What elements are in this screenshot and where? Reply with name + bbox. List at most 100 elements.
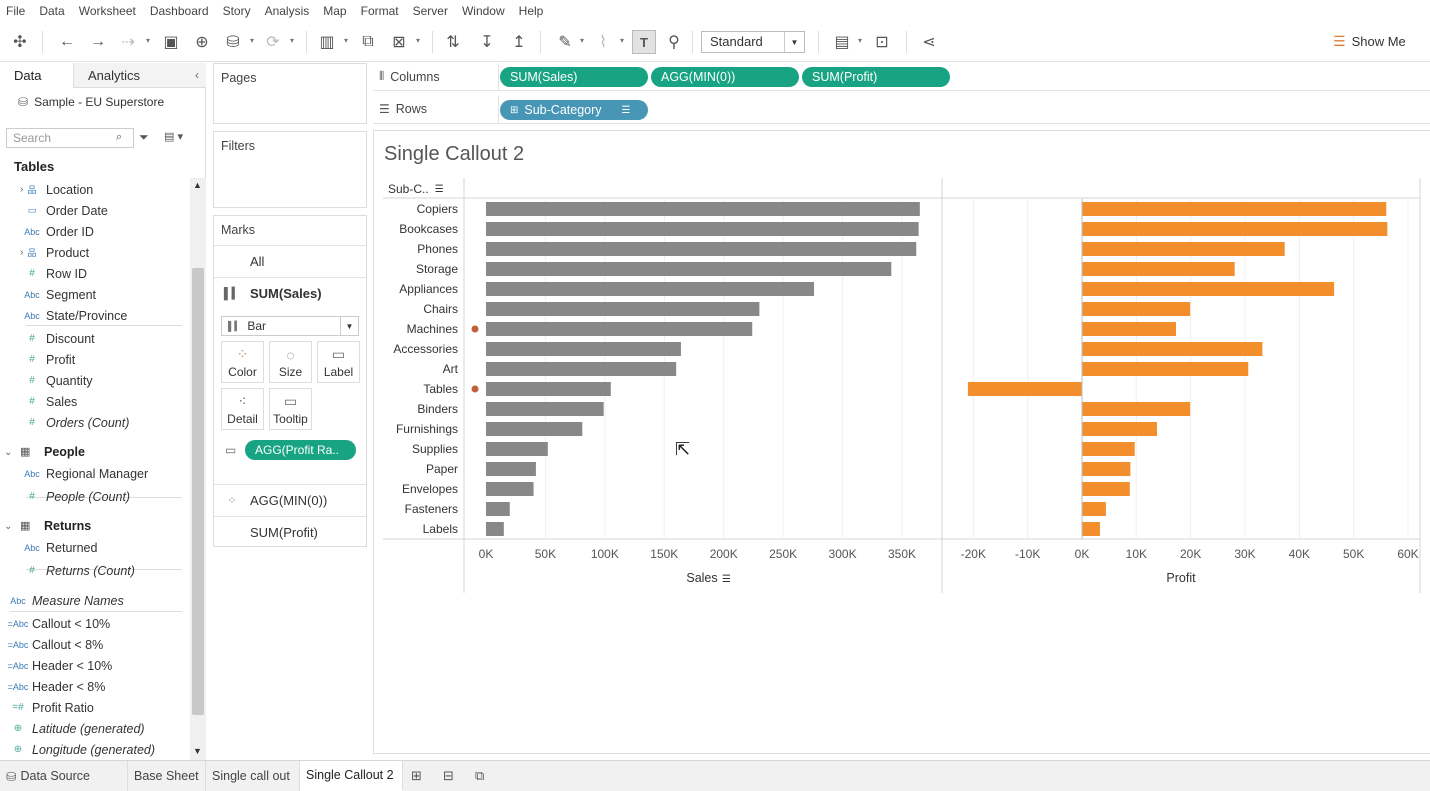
new-datasource-icon[interactable]: ⊕ bbox=[195, 34, 209, 51]
menu-item-format[interactable]: Format bbox=[360, 4, 399, 18]
field-item[interactable]: # People (Count) bbox=[0, 486, 182, 507]
columns-pill-profit[interactable]: SUM(Profit) bbox=[802, 67, 950, 87]
menu-item-help[interactable]: Help bbox=[518, 4, 544, 18]
save-icon[interactable]: ▣ bbox=[163, 34, 179, 51]
columns-pill-sales[interactable]: SUM(Sales) bbox=[500, 67, 648, 87]
field-item[interactable]: ⊕ Latitude (generated) bbox=[0, 718, 182, 739]
rows-pill-subcategory[interactable]: ⊞ Sub-Category ☰ bbox=[500, 100, 648, 120]
field-item[interactable]: =Abc Callout < 8% bbox=[0, 634, 182, 655]
show-me-button[interactable]: ☰ Show Me bbox=[1333, 33, 1406, 50]
menu-item-window[interactable]: Window bbox=[461, 4, 505, 18]
menu-item-server[interactable]: Server bbox=[412, 4, 448, 18]
clear-sheet-icon[interactable]: ⊠ bbox=[392, 34, 406, 51]
mark-type-select[interactable]: ▌▍ Bar ▼ bbox=[221, 316, 359, 336]
field-item[interactable]: Abc Returned bbox=[0, 537, 182, 558]
field-item[interactable]: Abc Segment bbox=[0, 284, 182, 305]
menu-item-worksheet[interactable]: Worksheet bbox=[78, 4, 136, 18]
marks-sales-row[interactable]: ▌▍ SUM(Sales) bbox=[214, 277, 366, 309]
field-item[interactable]: Abc Order ID bbox=[0, 221, 182, 242]
filters-card[interactable]: Filters bbox=[213, 131, 367, 208]
field-item[interactable]: # Discount bbox=[0, 328, 182, 349]
undo-icon[interactable]: ← bbox=[59, 33, 75, 50]
field-item[interactable]: # Row ID bbox=[0, 263, 182, 284]
show-cards-icon[interactable]: ▤ bbox=[834, 34, 850, 51]
tableau-logo-icon[interactable]: ✣ bbox=[13, 34, 27, 51]
label-button[interactable]: ▭ Label bbox=[317, 341, 360, 383]
filter-icon[interactable]: ⏷ bbox=[139, 130, 149, 144]
field-item[interactable]: Abc Measure Names bbox=[0, 590, 182, 611]
new-worksheet-dropdown-icon[interactable]: ▾ bbox=[344, 36, 349, 45]
group-dropdown-icon[interactable]: ▾ bbox=[620, 36, 625, 45]
tab-base-sheet[interactable]: Base Sheet bbox=[128, 761, 206, 791]
new-worksheet-icon[interactable]: ▥ bbox=[319, 34, 335, 51]
replay-dropdown-icon[interactable]: ▾ bbox=[146, 36, 151, 45]
highlight-icon[interactable]: ✎ bbox=[558, 34, 572, 51]
field-item[interactable]: =Abc Callout < 10% bbox=[0, 613, 182, 634]
group-members-icon[interactable]: ⌇ bbox=[599, 34, 607, 51]
pages-card[interactable]: Pages bbox=[213, 63, 367, 124]
show-mark-labels-icon[interactable]: T bbox=[632, 30, 656, 54]
refresh-dropdown-icon[interactable]: ▾ bbox=[290, 36, 295, 45]
tab-single-call-out[interactable]: Single call out bbox=[206, 761, 300, 791]
collapse-pane-icon[interactable]: ‹ bbox=[195, 68, 199, 82]
marks-min0-row[interactable]: ⁘ AGG(MIN(0)) bbox=[214, 484, 366, 516]
tab-data-source[interactable]: ⛁ Data Source bbox=[0, 761, 128, 791]
fit-select[interactable]: Standard ▼ bbox=[701, 31, 805, 53]
menu-item-analysis[interactable]: Analysis bbox=[264, 4, 310, 18]
columns-pill-min0[interactable]: AGG(MIN(0)) bbox=[651, 67, 799, 87]
section-title-people[interactable]: People bbox=[44, 445, 85, 459]
scroll-down-icon[interactable]: ▼ bbox=[193, 746, 202, 756]
menu-item-dashboard[interactable]: Dashboard bbox=[149, 4, 209, 18]
clear-sheet-dropdown-icon[interactable]: ▾ bbox=[416, 36, 421, 45]
field-item[interactable]: Abc State/Province bbox=[0, 305, 182, 326]
expand-chevron-icon[interactable]: › bbox=[20, 184, 24, 195]
field-item[interactable]: # Quantity bbox=[0, 370, 182, 391]
replay-icon[interactable]: ⇢ bbox=[121, 34, 135, 51]
presentation-mode-icon[interactable]: ⊡ bbox=[875, 34, 889, 51]
refresh-icon[interactable]: ⟳ bbox=[266, 34, 280, 51]
field-item[interactable]: # Returns (Count) bbox=[0, 560, 182, 581]
field-item[interactable]: # Sales bbox=[0, 391, 182, 412]
tab-single-callout-2[interactable]: Single Callout 2 bbox=[300, 761, 403, 791]
datasource-dropdown-icon[interactable]: ▾ bbox=[250, 36, 255, 45]
menu-item-file[interactable]: File bbox=[6, 4, 26, 18]
field-item[interactable]: =# Profit Ratio bbox=[0, 697, 182, 718]
tooltip-button[interactable]: ▭ Tooltip bbox=[269, 388, 312, 430]
sort-descending-icon[interactable]: ↥ bbox=[512, 34, 526, 51]
pin-axes-icon[interactable]: ⚲ bbox=[668, 34, 680, 51]
field-item[interactable]: ⊕ Longitude (generated) bbox=[0, 739, 182, 760]
duplicate-sheet-icon[interactable]: ⧉ bbox=[362, 33, 374, 50]
field-item[interactable]: › 品 Product bbox=[0, 242, 182, 263]
view-options-icon[interactable]: ▤ ▾ bbox=[164, 131, 183, 143]
datasource-icon[interactable]: ⛁ bbox=[226, 34, 240, 51]
detail-button[interactable]: ⁖ Detail bbox=[221, 388, 264, 430]
marks-profit-row[interactable]: SUM(Profit) bbox=[214, 516, 366, 548]
new-story-icon[interactable]: ⧉ bbox=[475, 768, 485, 783]
menu-item-story[interactable]: Story bbox=[222, 4, 251, 18]
sort-ascending-icon[interactable]: ↧ bbox=[480, 34, 494, 51]
scroll-up-icon[interactable]: ▲ bbox=[193, 180, 202, 190]
share-icon[interactable]: ⋖ bbox=[922, 34, 936, 51]
collapse-section-icon[interactable]: ⌄ bbox=[4, 447, 13, 458]
tooltip-pill[interactable]: AGG(Profit Ra.. bbox=[245, 440, 356, 460]
field-item[interactable]: =Abc Header < 8% bbox=[0, 676, 182, 697]
section-title-returns[interactable]: Returns bbox=[44, 519, 92, 533]
field-item[interactable]: Abc Regional Manager bbox=[0, 463, 182, 484]
field-item[interactable]: # Orders (Count) bbox=[0, 412, 182, 433]
collapse-section-icon[interactable]: ⌄ bbox=[4, 521, 13, 532]
expand-chevron-icon[interactable]: › bbox=[20, 247, 24, 258]
field-item[interactable]: ▭ Order Date bbox=[0, 200, 182, 221]
field-item[interactable]: =Abc Header < 10% bbox=[0, 655, 182, 676]
scrollbar-thumb[interactable] bbox=[192, 268, 204, 715]
search-input[interactable]: Search bbox=[6, 128, 134, 148]
marks-all-row[interactable]: All bbox=[214, 245, 366, 277]
tab-data[interactable]: Data bbox=[0, 63, 73, 88]
show-cards-dropdown-icon[interactable]: ▾ bbox=[858, 36, 863, 45]
datasource-item[interactable]: ⛁ Sample - EU Superstore bbox=[18, 95, 164, 109]
field-item[interactable]: › 品 Location bbox=[0, 179, 182, 200]
redo-icon[interactable]: → bbox=[90, 33, 106, 50]
highlight-dropdown-icon[interactable]: ▾ bbox=[580, 36, 585, 45]
row-header[interactable]: Sub-C.. ☰ bbox=[388, 182, 444, 196]
size-button[interactable]: ◌ Size bbox=[269, 341, 312, 383]
search-icon[interactable]: ⌕ bbox=[116, 131, 123, 143]
